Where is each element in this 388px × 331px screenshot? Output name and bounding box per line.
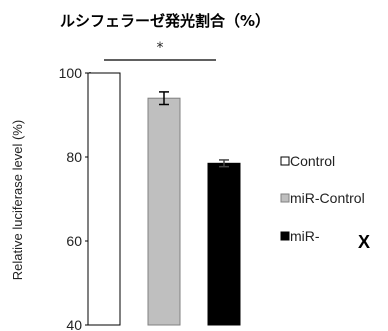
legend: Control miR-Control miR- X bbox=[280, 153, 370, 252]
bars-group bbox=[87, 72, 241, 326]
y-axis-ticks: 40 60 80 100 bbox=[59, 65, 90, 331]
significance-marker: * bbox=[157, 40, 164, 56]
legend-swatch-mir-control bbox=[280, 193, 290, 203]
legend-extra-x: X bbox=[358, 232, 370, 252]
error-bars-group bbox=[159, 91, 229, 168]
legend-swatch-control bbox=[280, 156, 290, 166]
y-tick-label: 80 bbox=[66, 149, 82, 165]
chart-title: ルシフェラーゼ発光割合（%） bbox=[60, 12, 270, 30]
legend-label-mir-x: miR- bbox=[290, 228, 320, 244]
bar-mir-x bbox=[207, 162, 241, 326]
legend-label-mir-control: miR-Control bbox=[290, 190, 365, 206]
bar-mir-control bbox=[147, 97, 181, 326]
legend-label-control: Control bbox=[290, 153, 335, 169]
y-tick-label: 40 bbox=[66, 317, 82, 331]
y-axis-label: Relative luciferase level (%) bbox=[10, 120, 25, 280]
y-tick-label: 60 bbox=[66, 233, 82, 249]
legend-swatch-mir-x bbox=[280, 231, 290, 241]
y-tick-label: 100 bbox=[59, 65, 83, 81]
bar-control bbox=[87, 72, 121, 326]
